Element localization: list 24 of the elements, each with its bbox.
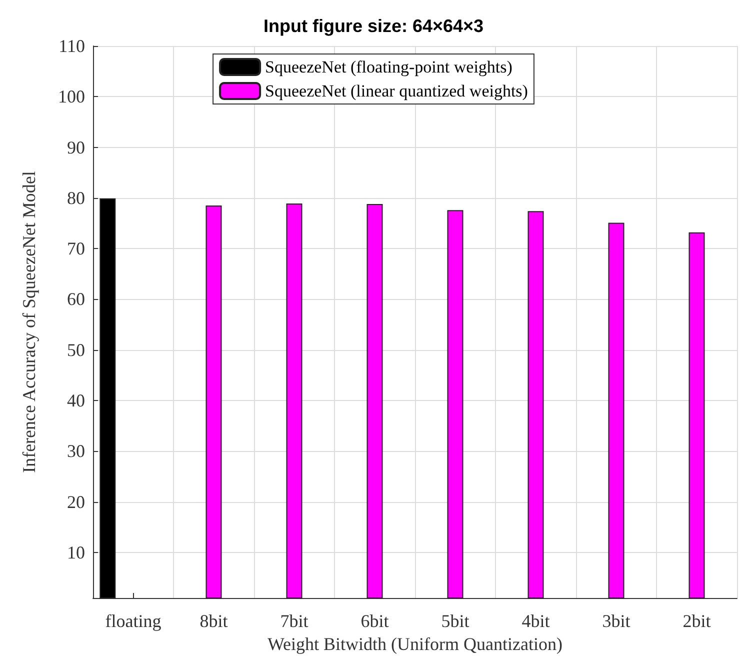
x-tick-label: floating <box>105 611 162 631</box>
x-axis-title: Weight Bitwidth (Uniform Quantization) <box>268 634 562 654</box>
x-tick-label: 5bit <box>441 611 470 631</box>
y-tick-label: 30 <box>67 441 85 462</box>
y-tick-label: 20 <box>67 492 85 512</box>
chart-title: Input figure size: 64×64×3 <box>263 16 484 36</box>
y-tick-label: 50 <box>67 340 85 360</box>
y-tick-label: 80 <box>67 188 85 208</box>
x-tick-label: 6bit <box>360 611 389 631</box>
x-tick-label: 8bit <box>200 611 228 631</box>
y-tick-label: 90 <box>67 137 85 158</box>
legend-label: SqueezeNet (floating-point weights) <box>265 58 512 76</box>
y-tick-label: 60 <box>67 289 85 310</box>
x-tick-label: 2bit <box>682 611 711 631</box>
x-tick-label: 7bit <box>280 611 308 631</box>
y-tick-label: 70 <box>67 238 85 259</box>
y-tick-label: 40 <box>67 390 85 410</box>
x-tick-label: 3bit <box>602 611 630 631</box>
x-tick-label: 4bit <box>522 611 550 631</box>
y-tick-label: 110 <box>58 36 85 56</box>
y-axis-title: Inference Accuracy of SqueezeNet Model <box>19 171 39 473</box>
y-tick-label: 10 <box>67 542 85 562</box>
legend-label: SqueezeNet (linear quantized weights) <box>265 82 528 100</box>
y-tick-label: 100 <box>58 86 85 107</box>
